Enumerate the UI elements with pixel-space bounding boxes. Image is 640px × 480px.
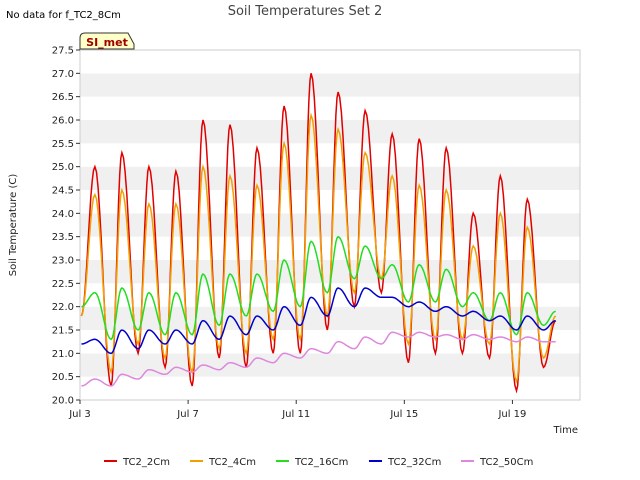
- x-axis-label: Time: [553, 425, 578, 436]
- y-tick-label: 23.5: [52, 232, 74, 243]
- y-axis-label: Soil Temperature (C): [8, 174, 19, 277]
- series-line-tc2-4cm: [80, 112, 557, 384]
- legend-label: TC2_16Cm: [294, 457, 348, 468]
- grid-band: [80, 330, 580, 354]
- grid-band: [80, 96, 580, 120]
- grid-band: [80, 353, 580, 377]
- y-tick-label: 27.0: [52, 69, 74, 80]
- x-tick-label: Jul 19: [497, 409, 526, 420]
- y-tick-label: 22.0: [52, 302, 74, 313]
- legend: TC2_2Cm TC2_4Cm TC2_16Cm TC2_32Cm TC2_50Cm: [104, 457, 533, 468]
- grid-band: [80, 213, 580, 237]
- legend-label: TC2_32Cm: [387, 457, 441, 468]
- x-tick-label: Jul 7: [176, 409, 199, 420]
- x-tick-label: Jul 3: [68, 409, 91, 420]
- grid-band: [80, 120, 580, 144]
- site-badge: SI_met: [79, 32, 135, 50]
- grid-band: [80, 50, 580, 74]
- y-tick-label: 21.5: [52, 326, 74, 337]
- grid-band: [80, 143, 580, 167]
- series-line-tc2-16cm: [81, 235, 556, 341]
- y-tick-label: 25.5: [52, 139, 74, 150]
- grid-band: [80, 376, 580, 400]
- y-tick-label: 22.5: [52, 279, 74, 290]
- grid-band: [80, 166, 580, 190]
- y-axis: 20.0 20.5 21.0 21.5 22.0 22.5 23.0 23.5 24.0 24.5…: [52, 46, 80, 407]
- plot-background-bands: [80, 50, 580, 400]
- y-tick-label: 26.0: [52, 116, 74, 127]
- legend-label: TC2_50Cm: [479, 457, 533, 468]
- y-tick-label: 26.5: [52, 92, 74, 103]
- legend-label: TC2_4Cm: [208, 457, 256, 468]
- series-lines: [80, 73, 557, 394]
- plot-area-border: [79, 49, 581, 401]
- chart-title: Soil Temperatures Set 2: [228, 4, 383, 19]
- y-tick-label: 27.5: [52, 46, 74, 57]
- series-line-tc2-32cm: [81, 287, 556, 355]
- y-tick-label: 21.0: [52, 349, 74, 360]
- y-tick-label: 20.5: [52, 372, 74, 383]
- x-axis: Jul 3 Jul 7 Jul 11 Jul 15 Jul 19: [68, 400, 526, 420]
- y-tick-label: 24.5: [52, 186, 74, 197]
- grid-band: [80, 73, 580, 97]
- x-tick-label: Jul 15: [389, 409, 418, 420]
- site-badge-label: SI_met: [86, 36, 128, 49]
- no-data-note: No data for f_TC2_8Cm: [6, 10, 121, 21]
- legend-label: TC2_2Cm: [122, 457, 170, 468]
- y-tick-label: 23.0: [52, 256, 74, 267]
- grid-band: [80, 190, 580, 214]
- x-tick-label: Jul 11: [281, 409, 310, 420]
- series-line-tc2-50cm: [81, 331, 556, 387]
- y-tick-label: 25.0: [52, 162, 74, 173]
- y-tick-label: 20.0: [52, 396, 74, 407]
- site-badge-box: [79, 32, 135, 50]
- y-tick-label: 24.0: [52, 209, 74, 220]
